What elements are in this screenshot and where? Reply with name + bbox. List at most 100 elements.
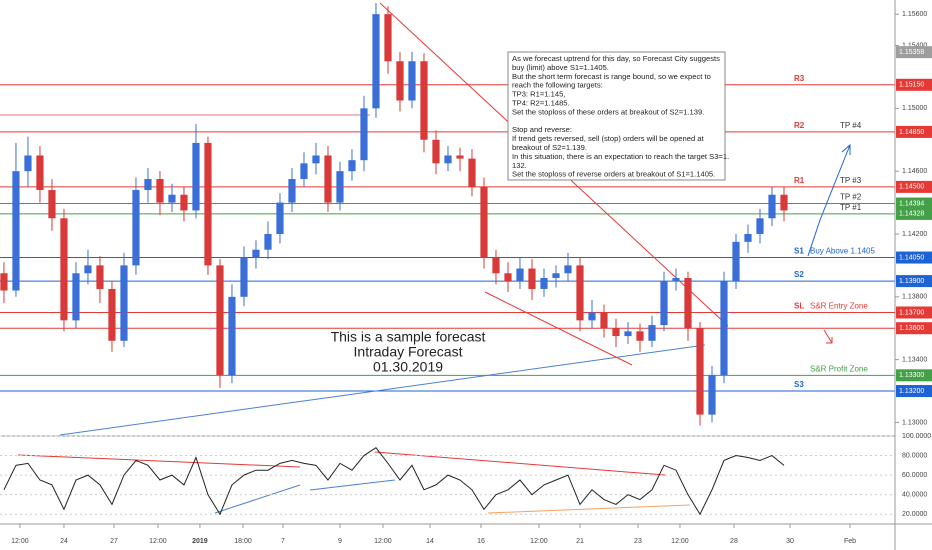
caption-line: Intraday Forecast xyxy=(354,344,463,360)
level-tag xyxy=(896,275,932,288)
y-tick-label: 1.14200 xyxy=(902,231,927,238)
candle-body xyxy=(708,375,716,415)
candle-body xyxy=(528,268,536,289)
level-tag-label: 1.14394 xyxy=(899,200,924,207)
annotation-line: In this situation, there is an expectati… xyxy=(512,152,729,161)
candle-body xyxy=(552,273,560,278)
x-axis: 12:00 24 27 12:00 2019 18:00 7 9 12:00 14 16 12:00 2… xyxy=(11,524,856,545)
candle-body xyxy=(684,277,692,329)
candle-body xyxy=(624,331,632,337)
level-tag xyxy=(896,385,932,398)
candle-body xyxy=(348,160,356,172)
x-tick-label: 12:00 xyxy=(11,538,29,545)
candle-body xyxy=(360,108,368,161)
candle-body xyxy=(168,194,176,203)
candle-body xyxy=(600,312,608,329)
level-tag-label: 1.13600 xyxy=(899,325,924,332)
level-tag-label: 1.14500 xyxy=(899,184,924,191)
y-tick-label: 100.0000 xyxy=(902,433,931,440)
y-tick-label: 20.0000 xyxy=(902,511,927,518)
level-tag-label: 1.15150 xyxy=(899,82,924,89)
trend-line xyxy=(309,479,396,491)
x-tick-label: 16 xyxy=(477,538,485,545)
candle-body xyxy=(48,190,56,219)
trend-line xyxy=(484,291,633,366)
arrow-head xyxy=(841,143,851,155)
level-tag-label: 1.14050 xyxy=(899,254,924,261)
candle-body xyxy=(744,233,752,242)
candle-body xyxy=(204,142,212,266)
level-tag xyxy=(896,180,932,193)
x-tick-label: 24 xyxy=(60,538,68,545)
level-tag xyxy=(896,322,932,335)
target-label: TP #3 xyxy=(840,176,862,185)
candle-body xyxy=(432,139,440,164)
candle-body xyxy=(612,328,620,337)
y-tick-label: 1.14600 xyxy=(902,168,927,175)
candle-body xyxy=(408,61,416,101)
candles xyxy=(0,3,788,426)
candle-body xyxy=(576,265,584,321)
candle-body xyxy=(696,328,704,415)
x-tick-label: 7 xyxy=(281,538,285,545)
zone-label: S&R Profit Zone xyxy=(810,364,868,373)
annotation-line: Set the stoploss of reverse orders at br… xyxy=(512,170,715,179)
candle-body xyxy=(144,179,152,191)
level-name: S2 xyxy=(794,270,804,279)
level-tag-label: 1.13900 xyxy=(899,278,924,285)
candle-body xyxy=(240,257,248,297)
candle-body xyxy=(120,265,128,341)
candle-body xyxy=(516,268,524,282)
level-tag xyxy=(896,197,932,210)
level-name: R2 xyxy=(794,121,805,130)
candle-body xyxy=(276,202,284,234)
candle-body xyxy=(780,194,788,211)
x-tick-label: 14 xyxy=(426,538,434,545)
zone-label: S&R Entry Zone xyxy=(810,302,868,311)
candle-body xyxy=(732,241,740,282)
candle-body xyxy=(672,277,680,282)
caption-line: 01.30.2019 xyxy=(373,359,443,375)
candle-body xyxy=(72,273,80,321)
y-axis: 1.15600 1.15400 1.15000 1.14600 1.14200 1.138… xyxy=(896,11,932,518)
candle-body xyxy=(312,155,320,164)
candle-body xyxy=(84,265,92,274)
y-tick-label: 1.15400 xyxy=(902,42,927,49)
zone-label: Buy Above 1.1405 xyxy=(810,247,875,256)
candle-body xyxy=(420,61,428,140)
x-tick-label: 23 xyxy=(634,538,642,545)
candle-body xyxy=(324,155,332,203)
x-tick-label: 21 xyxy=(576,538,584,545)
grid xyxy=(895,13,899,423)
arrow-head xyxy=(826,337,833,344)
level-tag-label: 1.15358 xyxy=(899,49,924,56)
x-tick-label: 28 xyxy=(730,538,738,545)
x-tick-label: 12:00 xyxy=(530,538,548,545)
candle-body xyxy=(12,171,20,291)
annotation-line: breakout of S2=1.139. xyxy=(512,143,587,152)
caption-line: This is a sample forecast xyxy=(331,329,486,345)
y-tick-label: 1.13800 xyxy=(902,294,927,301)
trend-line xyxy=(214,484,301,514)
annotation-line: As we forecast uptrend for this day, so … xyxy=(512,54,720,63)
level-tag xyxy=(896,125,932,138)
level-tag-label: 1.14850 xyxy=(899,129,924,136)
candle-body xyxy=(156,179,164,203)
level-tag-label: 1.13300 xyxy=(899,372,924,379)
y-tick-label: 1.13000 xyxy=(902,419,927,426)
y-tick-label: 1.13400 xyxy=(902,356,927,363)
y-tick-label: 80.0000 xyxy=(902,452,927,459)
candle-body xyxy=(336,171,344,203)
trend-line xyxy=(374,451,666,476)
candle-body xyxy=(264,233,272,250)
level-name: R3 xyxy=(794,74,805,83)
candle-body xyxy=(24,155,32,172)
arrow xyxy=(823,329,833,344)
candle-body xyxy=(0,273,8,291)
annotation-line: reach the following targets: xyxy=(512,81,603,90)
x-tick-label: 30 xyxy=(786,538,794,545)
annotation-line: 132. xyxy=(512,161,527,170)
candle-body xyxy=(540,277,548,289)
candle-body xyxy=(636,331,644,341)
